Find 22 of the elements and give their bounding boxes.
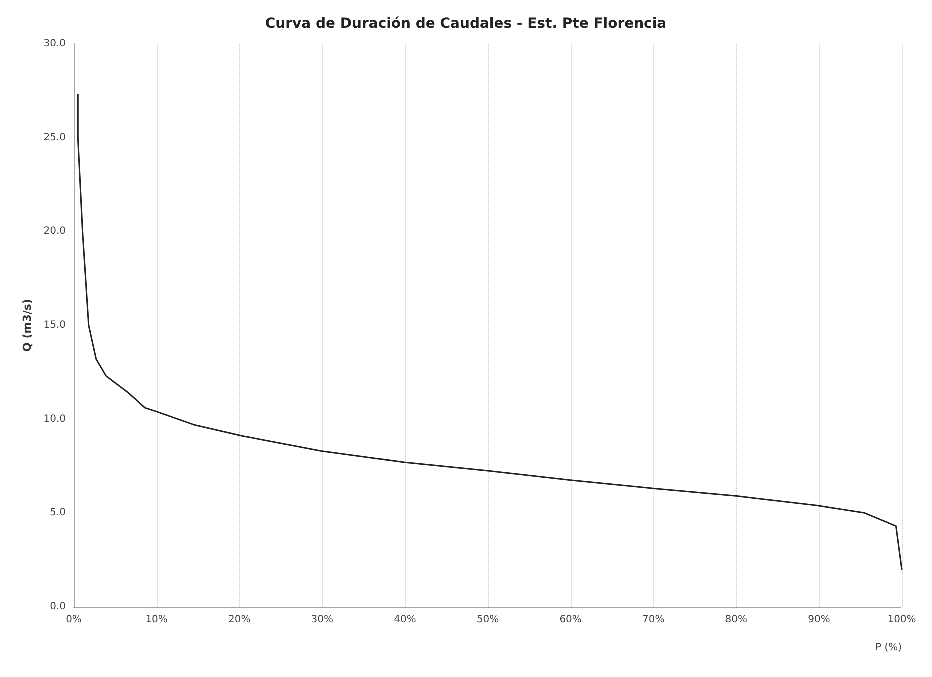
x-tick-label: 30% [311, 614, 334, 626]
x-tick-label: 70% [642, 614, 665, 626]
x-tick-label: 80% [725, 614, 748, 626]
line-series [77, 94, 903, 570]
chart-title: Curva de Duración de Caudales - Est. Pte Florencia [265, 16, 667, 32]
x-tick-label: 100% [888, 614, 916, 626]
y-axis-title: Q (m3/s) [20, 299, 34, 352]
x-tick-label: 60% [560, 614, 582, 626]
y-tick-label: 20.0 [44, 226, 66, 238]
x-tick-label: 90% [808, 614, 830, 626]
y-tick-label: 25.0 [44, 132, 66, 144]
x-axis-title: P (%) [875, 642, 902, 654]
x-tick-label: 40% [394, 614, 416, 626]
y-tick-label: 10.0 [44, 414, 66, 425]
x-tick-label: 50% [476, 614, 500, 626]
y-tick-label: 15.0 [44, 320, 66, 331]
y-tick-label: 0.0 [50, 602, 66, 612]
y-tick-label: 5.0 [50, 508, 66, 519]
x-tick-label: 10% [146, 614, 168, 626]
x-tick-label: 20% [228, 614, 251, 626]
y-tick-label: 30.0 [44, 38, 66, 50]
x-tick-label: 0% [66, 614, 82, 626]
